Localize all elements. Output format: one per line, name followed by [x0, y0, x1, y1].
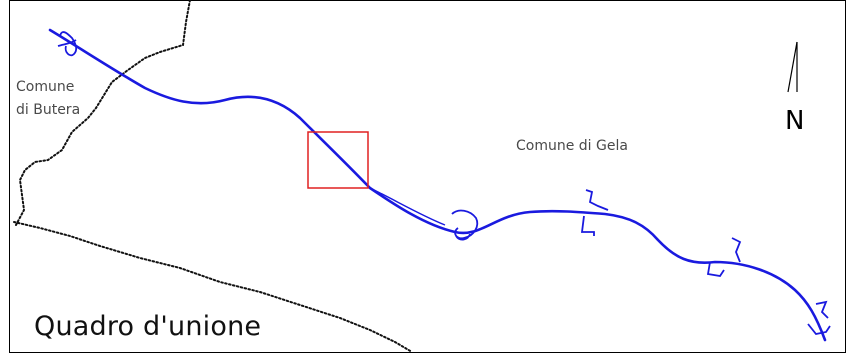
junction-west — [57, 31, 78, 57]
north-label: N — [785, 106, 805, 136]
junction-southeast — [807, 300, 831, 335]
junction-center — [451, 209, 479, 241]
label-butera-line1: Comune — [16, 79, 75, 95]
road-secondary — [369, 187, 446, 226]
boundary-butera-gela — [15, 0, 191, 226]
junction-mid-east — [580, 189, 609, 236]
detail-area-box[interactable] — [307, 131, 369, 189]
north-arrow-icon — [787, 41, 798, 93]
junction-east — [706, 237, 742, 277]
label-comune-di-gela: Comune di Gela — [516, 138, 628, 154]
road-alignment — [48, 28, 827, 342]
map-title: Quadro d'unione — [34, 311, 262, 342]
label-comune-di-butera: Comune di Butera — [16, 76, 80, 122]
coastline — [13, 221, 413, 353]
label-butera-line2: di Butera — [16, 102, 81, 118]
map-frame — [9, 0, 846, 353]
